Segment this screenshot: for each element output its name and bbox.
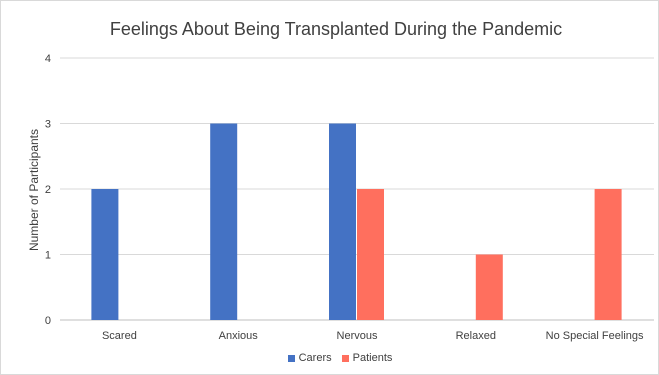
legend: Carers Patients xyxy=(0,352,659,364)
bar-patients-nervous xyxy=(357,189,384,320)
legend-label: Carers xyxy=(298,352,332,364)
y-tick-label: 3 xyxy=(45,119,51,131)
y-tick-label: 2 xyxy=(45,184,51,196)
legend-item-carers: Carers xyxy=(287,352,332,364)
x-tick-label: Nervous xyxy=(337,330,378,342)
legend-swatch xyxy=(341,354,349,362)
bar-patients-relaxed xyxy=(475,254,503,320)
legend-swatch xyxy=(287,354,295,362)
y-tick-label: 1 xyxy=(45,250,51,262)
y-tick-label: 4 xyxy=(45,53,51,65)
chart-title: Feelings About Being Transplanted During… xyxy=(109,19,563,39)
y-tick-label: 0 xyxy=(45,315,51,327)
bar-carers-scared xyxy=(91,189,119,320)
x-tick-label: No Special Feelings xyxy=(546,330,644,342)
x-tick-label: Scared xyxy=(102,330,137,342)
bar-patients-no-special-feelings xyxy=(594,189,622,320)
bar-carers-anxious xyxy=(210,123,238,320)
legend-item-patients: Patients xyxy=(341,352,393,364)
bar-carers-nervous xyxy=(329,123,356,320)
x-tick-label: Anxious xyxy=(219,330,259,342)
legend-label: Patients xyxy=(352,352,393,364)
x-tick-label: Relaxed xyxy=(456,330,496,342)
